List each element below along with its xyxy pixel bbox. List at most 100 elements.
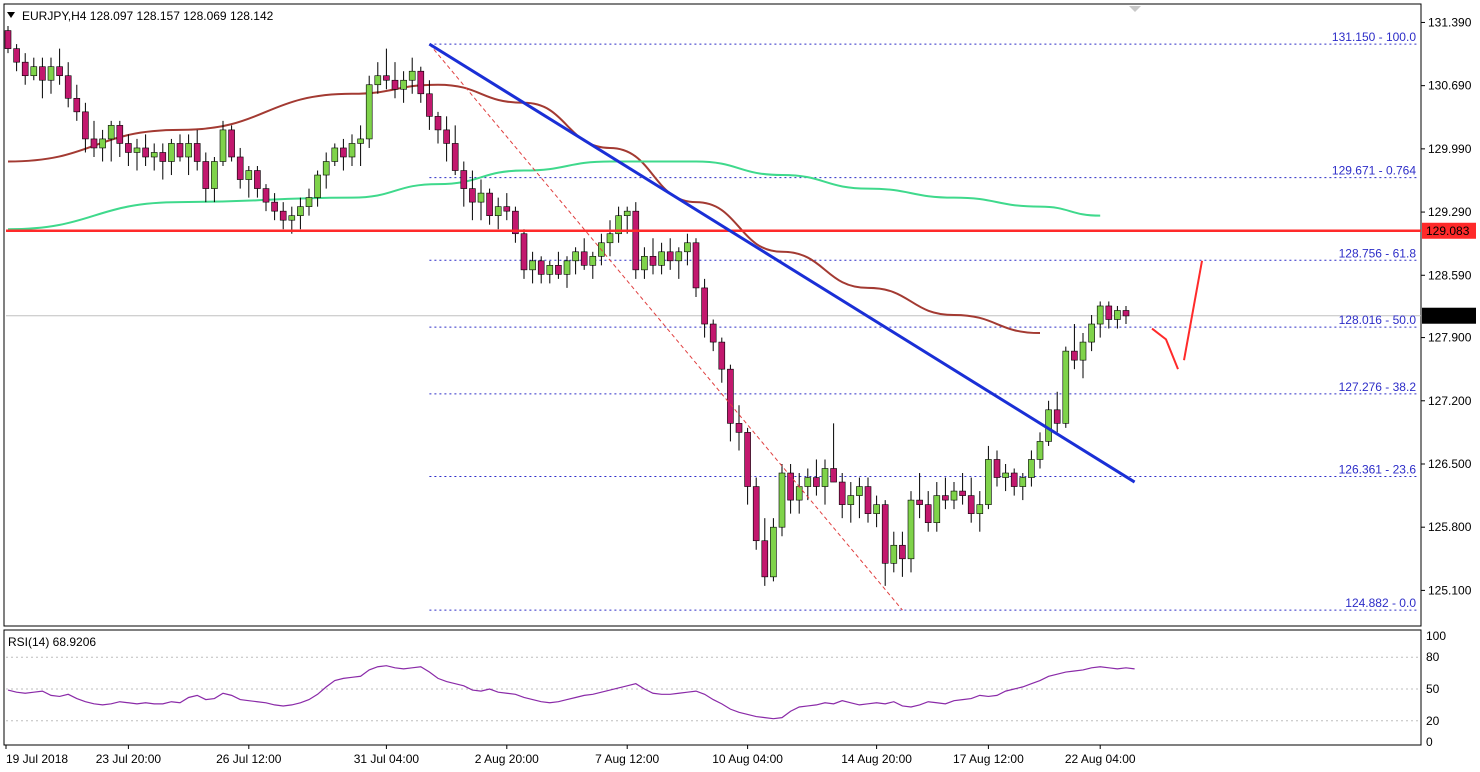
candle-bear <box>580 251 588 266</box>
candle-bull <box>374 75 382 86</box>
candle-bear <box>503 206 511 212</box>
candle-bear <box>727 368 734 424</box>
rsi-tick-label: 80 <box>1426 650 1440 664</box>
candle-bear <box>555 265 562 275</box>
candle-bear <box>73 97 81 113</box>
candle-bull <box>795 486 803 501</box>
candle-bull <box>1079 341 1087 361</box>
candle-bear <box>56 66 63 77</box>
candle-bull <box>890 544 898 564</box>
candle-bull <box>589 256 597 266</box>
candle-bull <box>357 138 364 144</box>
candle-bull <box>314 174 321 198</box>
rsi-tick-label: 100 <box>1426 629 1446 643</box>
candle-bear <box>426 93 433 117</box>
candle-bear <box>864 486 872 514</box>
candle-bear <box>959 490 966 496</box>
candle-bear <box>1105 305 1113 320</box>
candle-bear <box>899 544 906 560</box>
candle-bull <box>873 504 880 514</box>
candle-bear <box>13 48 20 63</box>
candle-bear <box>383 75 390 81</box>
rsi-tick-label: 50 <box>1426 682 1440 696</box>
bearish-trendline <box>428 42 1136 484</box>
candle-bull <box>856 486 863 496</box>
time-tick-label: 10 Aug 04:00 <box>712 752 783 766</box>
candle-bull <box>47 66 55 81</box>
candle-bull <box>133 147 141 153</box>
rsi-pane[interactable] <box>3 629 1422 746</box>
candle-bull <box>684 242 691 253</box>
candle-bull <box>985 459 992 505</box>
price-tick-label: 130.690 <box>1428 79 1472 93</box>
rsi-line <box>7 665 1135 720</box>
time-tick-label: 26 Jul 12:00 <box>216 752 282 766</box>
price-pane[interactable] <box>3 3 1422 627</box>
price-tick-label: 125.100 <box>1428 583 1472 597</box>
candle-bear <box>1122 310 1130 317</box>
fib-level-label: 126.361 - 23.6 <box>1339 463 1417 477</box>
time-tick-label: 14 Aug 20:00 <box>841 752 912 766</box>
candle-bear <box>924 504 932 523</box>
symbol-header: EURJPY,H4 128.097 128.157 128.069 128.14… <box>22 9 274 23</box>
candle-bull <box>1028 459 1035 478</box>
time-tick-label: 2 Aug 20:00 <box>475 752 539 766</box>
candle-bull <box>641 256 648 271</box>
candle-bear <box>460 170 468 189</box>
candle-bear <box>520 233 528 271</box>
candle-bull <box>168 143 175 162</box>
time-tick-label: 7 Aug 12:00 <box>595 752 659 766</box>
candle-bull <box>322 161 330 176</box>
candle-bear <box>718 341 726 370</box>
candle-bear <box>340 147 347 158</box>
candle-bear <box>813 477 820 487</box>
candle-bull <box>658 251 665 266</box>
candle-bear <box>993 459 1001 478</box>
candle-bear <box>735 423 743 433</box>
rsi-header: RSI(14) 68.9206 <box>8 635 96 649</box>
candle-bull <box>408 70 416 81</box>
candle-bear <box>228 129 235 158</box>
scroll-marker-icon[interactable] <box>1129 6 1141 12</box>
chevron-down-icon[interactable] <box>7 12 15 18</box>
candle-bear <box>632 210 640 271</box>
price-tick-label: 127.200 <box>1428 394 1472 408</box>
candle-bull <box>1062 350 1070 424</box>
current-price-label: 128.142 <box>1426 309 1470 323</box>
candle-bull <box>1096 305 1104 325</box>
candle-bear <box>967 495 975 514</box>
candle-bull <box>477 192 485 203</box>
price-tick-label: 131.390 <box>1428 15 1472 29</box>
candle-bear <box>451 143 459 171</box>
candle-bear <box>391 79 399 90</box>
time-tick-label: 19 Jul 2018 <box>6 752 68 766</box>
candle-bear <box>838 481 846 505</box>
candle-bear <box>469 188 476 203</box>
candle-bear <box>752 486 760 542</box>
candle-bull <box>770 526 777 578</box>
candle-bear <box>744 432 751 487</box>
candle-bull <box>546 265 554 275</box>
candle-bull <box>305 197 313 207</box>
price-tick-label: 128.590 <box>1428 268 1472 282</box>
rsi-tick-label: 0 <box>1426 735 1433 749</box>
candle-bull <box>1036 441 1044 460</box>
rsi-tick-label: 20 <box>1426 714 1440 728</box>
candle-bull <box>1002 472 1009 478</box>
moving-average-fast <box>7 160 1101 231</box>
candle-bear <box>417 70 425 95</box>
candle-bear <box>1071 350 1078 361</box>
candle-bear <box>443 129 450 144</box>
candle-bear <box>142 147 149 158</box>
candle-bear <box>279 210 287 221</box>
candle-bull <box>150 152 158 158</box>
candle-bear <box>701 287 708 325</box>
candle-bear <box>830 468 837 483</box>
price-tick-label: 125.800 <box>1428 520 1472 534</box>
candle-bear <box>486 192 493 216</box>
candle-bear <box>881 504 889 564</box>
candle-bear <box>787 472 794 501</box>
candle-bull <box>606 233 614 244</box>
